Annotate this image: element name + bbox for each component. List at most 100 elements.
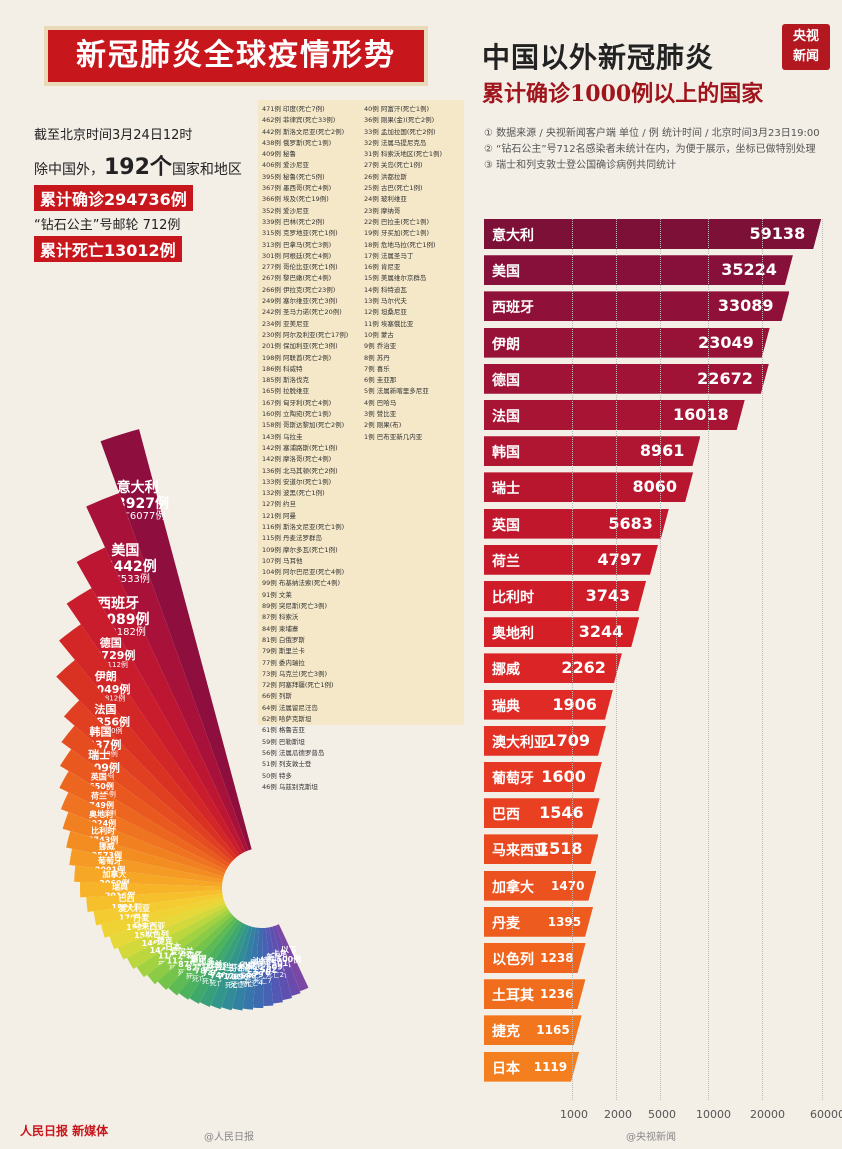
fan-segment	[265, 927, 283, 1004]
bar: 加拿大 1470	[484, 871, 596, 901]
country-list-item: 14例 科特迪瓦	[364, 285, 407, 294]
country-list-item: 201例 保加利亚(死亡3例)	[262, 342, 338, 351]
axis-gridline	[660, 219, 661, 1100]
fan-label-deaths: 死亡1例	[225, 980, 250, 989]
bar: 比利时 3743	[484, 581, 646, 611]
bar-value: 33089	[717, 296, 774, 316]
fan-label-cases: 4749例	[84, 800, 114, 810]
country-list-item: 15例 美属维尔京群岛	[364, 274, 427, 283]
bar: 奥地利 3244	[484, 617, 639, 647]
fan-segment	[100, 429, 252, 851]
country-list-item: 56例 法属瓜德罗普岛	[262, 748, 325, 757]
bar: 韩国 8961	[484, 436, 700, 466]
bar: 法国 16018	[484, 400, 745, 430]
bar: 澳大利亚 1709	[484, 726, 606, 756]
country-list-item: 406例 爱沙尼亚	[262, 161, 309, 170]
fan-segment	[275, 924, 309, 992]
country-list-item: 121例 阿曼	[262, 511, 296, 520]
fan-label-cases: 712例	[218, 971, 243, 981]
bar-label: 英国	[492, 517, 520, 534]
bar-value: 59138	[749, 224, 806, 243]
fan-label: 希腊 695例死亡17例	[230, 962, 260, 989]
bar-label: 葡萄牙	[492, 771, 534, 787]
axis-tick-label: 20000	[750, 1108, 785, 1121]
axis-tick-label: 2000	[604, 1108, 632, 1121]
country-list-item: 143例 乌拉圭	[262, 432, 303, 441]
country-list-item: 22例 巴拉圭(死亡1例)	[364, 217, 430, 226]
fan-label-name: 捷克	[157, 936, 173, 946]
fan-label: 以下 500例	[277, 946, 302, 964]
fan-label-name: 芬兰	[229, 962, 246, 972]
fan-label-name: 沙特阿拉伯	[253, 955, 293, 965]
fan-label-name: 英国	[90, 772, 107, 782]
fan-segment	[59, 771, 228, 871]
country-list-item: 10例 蒙古	[364, 330, 394, 339]
country-list-right: 40例 阿富汗(死亡1例) 36例 刚果(金)(死亡2例) 33例 孟加拉国(死亡2…	[364, 104, 462, 443]
fan-label-name: 马来西亚	[133, 921, 165, 931]
country-list-item: 230例 阿尔及利亚(死亡17例)	[262, 330, 349, 339]
bar-value: 16018	[673, 405, 729, 424]
fan-label-name: 罗马尼亚	[250, 959, 282, 968]
fan-segment	[62, 812, 225, 877]
country-list-item: 73例 乌克兰(死亡3例)	[262, 669, 328, 678]
country-list-item: 158例 哥斯达黎加(死亡2例)	[262, 421, 345, 430]
country-list-item: 33例 孟加拉国(死亡2例)	[364, 127, 436, 136]
fan-label-cases: 789例	[195, 965, 220, 975]
country-list-item: 50例 特多	[262, 771, 292, 780]
fan-label-name: 印度尼西亚	[239, 960, 279, 970]
axis-gridline	[616, 219, 617, 1100]
bar-label: 马来西亚	[492, 843, 548, 860]
bar-label: 澳大利亚	[492, 734, 548, 751]
country-list-panel: 471例 印度(死亡7例) 462例 菲律宾(死亡33例) 442例 斯洛文尼亚(死…	[258, 100, 464, 791]
bar: 丹麦 1395	[484, 907, 593, 937]
bar-value: 2262	[561, 658, 606, 678]
fan-label: 冰岛 588例死亡1例	[240, 961, 265, 988]
country-list-item: 249例 塞尔维亚(死亡3例)	[262, 297, 338, 306]
countries-suffix: 国家和地区	[171, 162, 242, 178]
country-list-item: 136例 北马其顿(死亡2例)	[262, 466, 338, 475]
country-list-item: 81例 白俄罗斯	[262, 635, 305, 644]
fan-label-name: 西班牙	[97, 595, 139, 612]
country-list-item: 8例 苏丹	[364, 353, 390, 362]
fan-label-name: “钻石公主”号邮轮	[197, 962, 264, 972]
fan-label: 新加坡 509例死亡2例	[266, 952, 292, 979]
country-list-item: 242例 圣马力诺(死亡20例)	[262, 308, 342, 317]
fan-segment	[147, 912, 233, 985]
fan-label-name: 卡塔尔	[272, 949, 296, 959]
fan-label-cases: 746例	[210, 970, 235, 980]
country-list-item: 9例 乔治亚	[364, 342, 397, 351]
right-subtitle: 累计确诊1000例以上的国家	[482, 81, 764, 107]
fan-label-name: 加拿大	[101, 869, 126, 879]
fan-segment	[93, 893, 223, 926]
fan-segment	[272, 925, 301, 997]
fan-label-name: 冰岛	[244, 961, 260, 971]
fan-label: 印度尼西亚 579例死亡49例	[239, 960, 279, 987]
fan-label-name: 瑞士	[88, 748, 110, 762]
country-list-item: 367例 墨西哥(死亡4例)	[262, 184, 332, 193]
country-list-item: 366例 埃及(死亡19例)	[262, 195, 329, 204]
fan-label-name: 法国	[94, 702, 116, 716]
note-1: ① 数据来源 / 央视新闻客户端 单位 / 例 统计时间 / 北京时间3月23日…	[484, 128, 820, 139]
fan-label-name: 美国	[111, 542, 139, 559]
as-of-time: 截至北京时间3月24日12时	[34, 128, 193, 143]
country-list-item: 72例 阿塞拜疆(死亡1例)	[262, 681, 334, 690]
country-list-item: 132例 波黑(死亡1例)	[262, 489, 325, 498]
country-list-item: 36例 刚果(金)(死亡2例)	[364, 116, 435, 125]
fan-label-cases: 588例	[240, 971, 265, 981]
fan-label: 芬兰 700例死亡1例	[225, 962, 250, 989]
fan-segment	[86, 890, 223, 912]
fan-label-name: 以下	[281, 946, 297, 955]
bar-label: 以色列	[492, 952, 534, 968]
fan-segment	[69, 848, 223, 884]
fan-label-name: 荷兰	[90, 791, 107, 801]
country-list-item: 160例 立陶宛(死亡1例)	[262, 410, 332, 419]
country-list-item: 61例 格鲁吉亚	[262, 726, 305, 735]
fan-segment	[199, 923, 246, 1008]
country-list-item: 89例 突尼斯(死亡3例)	[262, 602, 328, 611]
fan-label-deaths: 死亡17例	[230, 980, 260, 989]
fan-label-cases: 501例	[272, 958, 297, 968]
country-list-item: 301例 阿根廷(死亡4例)	[262, 251, 332, 260]
country-list-item: 40例 阿富汗(死亡1例)	[364, 105, 430, 113]
fan-label-cases: 509例	[266, 961, 291, 971]
fan-label-name: 德国	[99, 635, 122, 649]
